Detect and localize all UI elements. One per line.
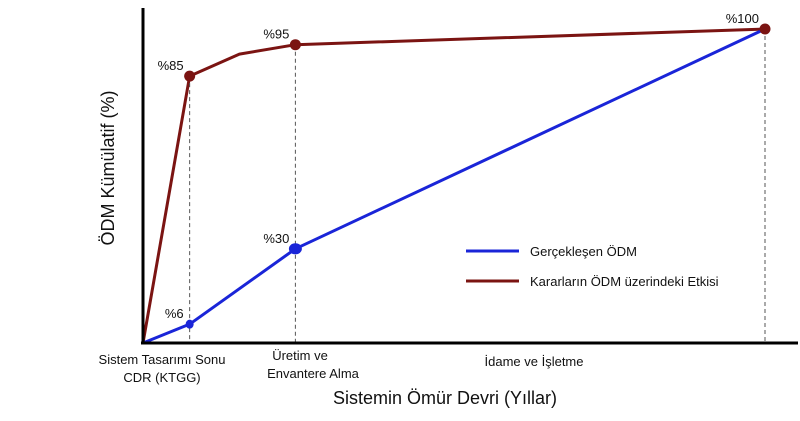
legend: Gerçekleşen ÖDM Kararların ÖDM üzerindek…: [466, 244, 719, 289]
marker-decisions-3: [289, 39, 301, 51]
phase-label-cdr: CDR (KTGG): [123, 370, 200, 385]
point-label-actual-1: %6: [165, 306, 184, 321]
legend-label-decisions: Kararların ÖDM üzerindeki Etkisi: [530, 274, 719, 289]
phase-label-maintenance: İdame ve İşletme: [485, 354, 584, 369]
marker-actual-2: [288, 243, 302, 255]
point-label-decisions-1: %85: [158, 58, 184, 73]
series-markers: [184, 23, 771, 329]
y-axis-label: ÖDM Kümülatif (%): [98, 90, 118, 245]
point-label-decisions-3: %95: [263, 27, 289, 42]
marker-decisions-1: [184, 70, 196, 82]
marker-actual-1: [185, 319, 194, 329]
legend-label-actual: Gerçekleşen ÖDM: [530, 244, 637, 259]
phase-label-design-end: Sistem Tasarımı Sonu: [99, 352, 226, 367]
point-label-actual-2: %30: [263, 231, 289, 246]
phase-labels: Sistem Tasarımı Sonu CDR (KTGG) Üretim v…: [99, 348, 584, 385]
point-label-decisions-4: %100: [726, 11, 759, 26]
phase-label-inventory: Envantere Alma: [267, 366, 360, 381]
marker-decisions-4: [759, 23, 771, 35]
guide-lines: [189, 29, 766, 343]
axes: [141, 8, 798, 345]
x-axis-label: Sistemin Ömür Devri (Yıllar): [333, 388, 557, 408]
series-line-actual: [142, 27, 766, 345]
phase-label-production: Üretim ve: [272, 348, 328, 363]
series-lines: [141, 27, 766, 345]
series-line-decisions: [141, 27, 766, 344]
point-labels: %85 %95 %100 %6 %30: [158, 11, 759, 321]
